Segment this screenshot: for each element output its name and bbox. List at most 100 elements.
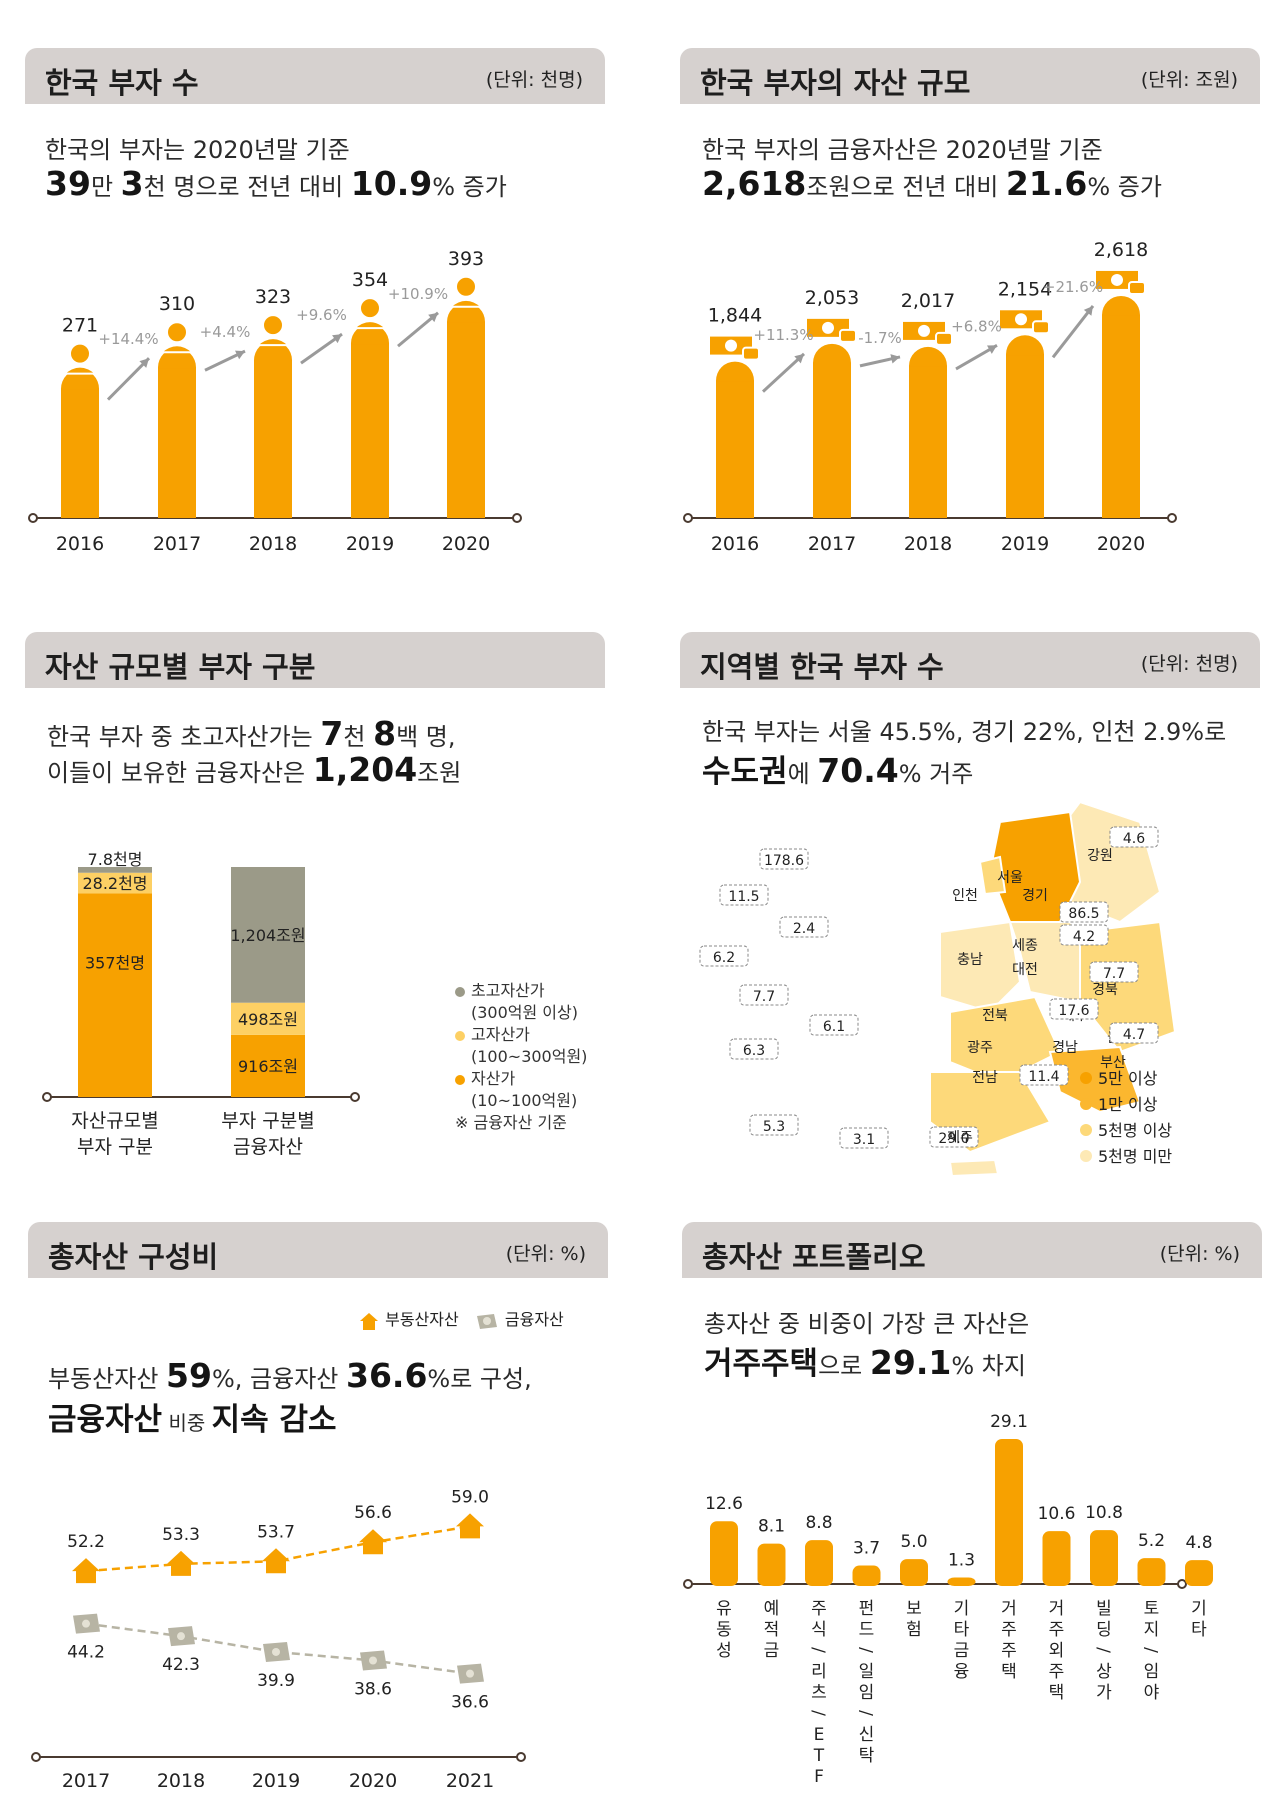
- stacked-segment: [78, 872, 152, 894]
- region-value-box: [739, 984, 789, 1006]
- bar-body: [447, 322, 485, 518]
- headline-number: 3: [120, 164, 144, 203]
- value-label: 4.8: [1185, 1533, 1212, 1553]
- category-char: 타: [1191, 1620, 1207, 1640]
- value-label: 29.1: [990, 1412, 1028, 1432]
- house-icon: [359, 1529, 387, 1555]
- headline-text: 천: [343, 723, 374, 751]
- region-value: 11.4: [1028, 1069, 1059, 1085]
- year-label: 2020: [1097, 533, 1145, 555]
- bar-body: [716, 381, 754, 518]
- panel-asset-class: 자산 규모별 부자 구분 한국 부자 중 초고자산가는 7천 8백 명, 이들이…: [25, 632, 605, 1192]
- region-value-box: [1089, 961, 1139, 983]
- category-char: 임: [1144, 1662, 1160, 1682]
- asset-class-legend: 초고자산가 (300억원 이상) 고자산가 (100~300억원) 자산가 (1…: [455, 980, 587, 1134]
- legend-note: (300억원 이상): [471, 1003, 578, 1022]
- person-icon-body: [254, 337, 292, 347]
- house-icon: [167, 1550, 195, 1576]
- panel-title: 지역별 한국 부자 수: [700, 650, 944, 684]
- legend-dot: [1080, 1124, 1092, 1136]
- region-name: 인천: [952, 888, 978, 904]
- growth-label: +10.9%: [388, 285, 448, 303]
- panel-title: 총자산 구성비: [48, 1240, 219, 1274]
- legend-item: 자산가: [455, 1068, 587, 1090]
- person-icon: [359, 297, 381, 320]
- headline-text: % 증가: [1087, 173, 1162, 201]
- money-icon-coin: [466, 1669, 474, 1678]
- region-value: 11.5: [728, 889, 759, 905]
- axis-end-dot: [28, 513, 38, 523]
- category-char: 상: [1096, 1662, 1112, 1682]
- money-icon-coin: [822, 321, 834, 334]
- category-char: 탁: [859, 1746, 875, 1766]
- region-value: 5.3: [763, 1119, 785, 1135]
- region-name: 세종: [1012, 938, 1038, 954]
- axis-end-dot: [1177, 1579, 1187, 1589]
- region-name: 부산: [1100, 1055, 1126, 1071]
- region-value-box: [749, 1114, 799, 1136]
- headline-bold: 금융자산: [48, 1402, 163, 1438]
- unit-label: (단위: %): [505, 1243, 586, 1265]
- segment-label: 357천명: [85, 953, 145, 972]
- money-icon-coin: [82, 1619, 90, 1628]
- axis-end-dot: [512, 513, 522, 523]
- panel-portfolio: 총자산 포트폴리오 (단위: %) 총자산 중 비중이 가장 큰 자산은 거주주…: [682, 1222, 1262, 1792]
- legend-label: 부동산자산: [385, 1310, 459, 1329]
- growth-label: +14.4%: [98, 330, 158, 348]
- value-label: 2,618: [1094, 239, 1148, 261]
- legend-label: 5천명 미만: [1098, 1147, 1172, 1166]
- category-char: 주: [1001, 1620, 1017, 1640]
- growth-arrow-head: [428, 312, 438, 323]
- category-char: 거: [1049, 1599, 1065, 1619]
- value-label: 10.6: [1038, 1504, 1076, 1524]
- money-icon-stack: [742, 346, 760, 361]
- bar: [1090, 1530, 1118, 1586]
- growth-label: +11.3%: [753, 326, 813, 344]
- data-label: 52.2: [67, 1532, 105, 1552]
- category-char: 지: [1144, 1620, 1160, 1640]
- data-label: 42.3: [162, 1655, 200, 1675]
- category-char: 기: [954, 1599, 970, 1619]
- region-name: 전북: [982, 1008, 1008, 1024]
- data-label: 56.6: [354, 1503, 392, 1523]
- data-label: 53.7: [257, 1522, 295, 1542]
- category-char: E: [814, 1725, 825, 1745]
- year-label: 2017: [808, 533, 856, 555]
- category-char: 빌: [1096, 1599, 1112, 1619]
- house-icon: [456, 1513, 484, 1539]
- growth-label: +9.6%: [296, 306, 347, 324]
- bar-body: [813, 363, 851, 518]
- person-icon-body: [61, 365, 99, 375]
- category-char: 택: [1001, 1662, 1017, 1682]
- value-label: 393: [448, 248, 484, 270]
- headline-number: 39: [45, 164, 91, 203]
- category-char: 성: [716, 1641, 732, 1661]
- category-char: 토: [1144, 1599, 1160, 1619]
- category-char: /: [856, 1710, 876, 1716]
- headline-number: 10.9: [350, 164, 433, 203]
- category-char: F: [814, 1767, 824, 1787]
- legend-dot: [455, 986, 465, 997]
- map-group: [929, 800, 1177, 1178]
- headline-number: 70.4: [817, 751, 899, 790]
- value-label: 3.7: [853, 1539, 880, 1559]
- region-value: 17.6: [1058, 1003, 1089, 1019]
- money-icon-stack: [1032, 320, 1050, 335]
- intro-line-2: 39만 3천 명으로 전년 대비 10.9% 증가: [45, 164, 507, 203]
- headline-text: 조원: [417, 759, 462, 787]
- region-value: 6.3: [743, 1043, 765, 1059]
- data-label: 36.6: [451, 1693, 489, 1713]
- legend-label: 금융자산: [504, 1310, 564, 1329]
- region-value: 178.6: [764, 853, 804, 869]
- bar: [710, 1521, 738, 1586]
- legend-item: 초고자산가: [455, 980, 587, 1002]
- category-char: 융: [954, 1662, 970, 1682]
- intro-line-1: 부동산자산 59%, 금융자산 36.6%로 구성,: [48, 1356, 532, 1395]
- growth-arrow: [761, 352, 806, 393]
- panel-title: 한국 부자 수: [45, 66, 199, 100]
- region-value-box: [1109, 826, 1159, 848]
- region-name: 경남: [1052, 1040, 1078, 1056]
- portfolio-chart: 12.6유동성8.1예적금8.8주식/리츠/ETF3.7펀드/일임/신탁5.0보…: [683, 1412, 1213, 1787]
- money-icon-coin: [1015, 313, 1027, 326]
- stacked-segment: [231, 1034, 305, 1097]
